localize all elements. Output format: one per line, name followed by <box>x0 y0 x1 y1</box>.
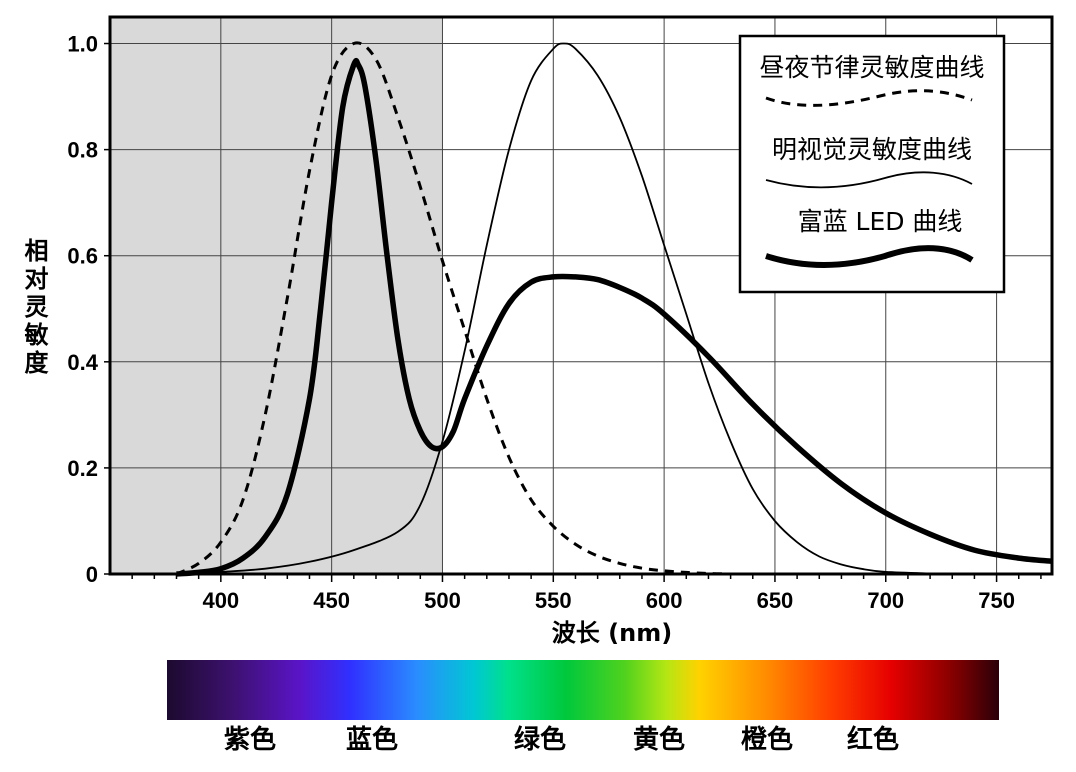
plot-frame <box>108 15 1054 576</box>
x-tick-label: 550 <box>535 588 572 613</box>
y-tick-label: 1.0 <box>67 32 98 57</box>
y-tick-label: 0 <box>86 562 98 587</box>
legend-line-led <box>765 245 974 268</box>
shaded-region <box>110 17 443 574</box>
legend-line-circadian <box>765 89 973 107</box>
spectrum-label-orange: 橙色 <box>741 724 793 755</box>
series-line-photopic <box>176 42 975 575</box>
spectrum-bar <box>167 660 999 720</box>
legend-line-photopic <box>765 171 973 189</box>
spectrum-label-yellow: 黄色 <box>633 724 685 755</box>
legend-label-photopic: 明视觉灵敏度曲线 <box>772 135 972 164</box>
spectrum-label-red: 红色 <box>847 724 899 755</box>
spectrum-label-violet: 紫色 <box>224 724 276 755</box>
legend-box <box>738 34 1006 294</box>
x-axis-title: 波长 (nm) <box>552 619 672 647</box>
x-tick-label: 700 <box>867 588 904 613</box>
y-tick-label: 0.4 <box>67 350 98 375</box>
y-tick-label: 0.2 <box>67 456 98 481</box>
x-tick-label: 400 <box>202 588 239 613</box>
x-tick-label: 600 <box>646 588 683 613</box>
y-tick-label: 0.6 <box>67 244 98 269</box>
legend-label-circadian: 昼夜节律灵敏度曲线 <box>759 53 984 82</box>
series-line-circadian <box>175 41 731 576</box>
y-tick-label: 0.8 <box>67 138 98 163</box>
x-tick-label: 450 <box>313 588 350 613</box>
spectrum-label-green: 绿色 <box>514 724 566 755</box>
legend: 昼夜节律灵敏度曲线 明视觉灵敏度曲线 富蓝 LED 曲线 <box>738 34 1006 294</box>
y-axis-title: 相对灵敏度 <box>20 238 49 378</box>
x-tick-label: 500 <box>424 588 461 613</box>
series-line-led <box>176 57 1053 577</box>
spectrum-label-blue: 蓝色 <box>346 724 398 755</box>
x-tick-label: 650 <box>757 588 794 613</box>
x-tick-label: 750 <box>978 588 1015 613</box>
legend-label-led: 富蓝 LED 曲线 <box>798 207 963 236</box>
